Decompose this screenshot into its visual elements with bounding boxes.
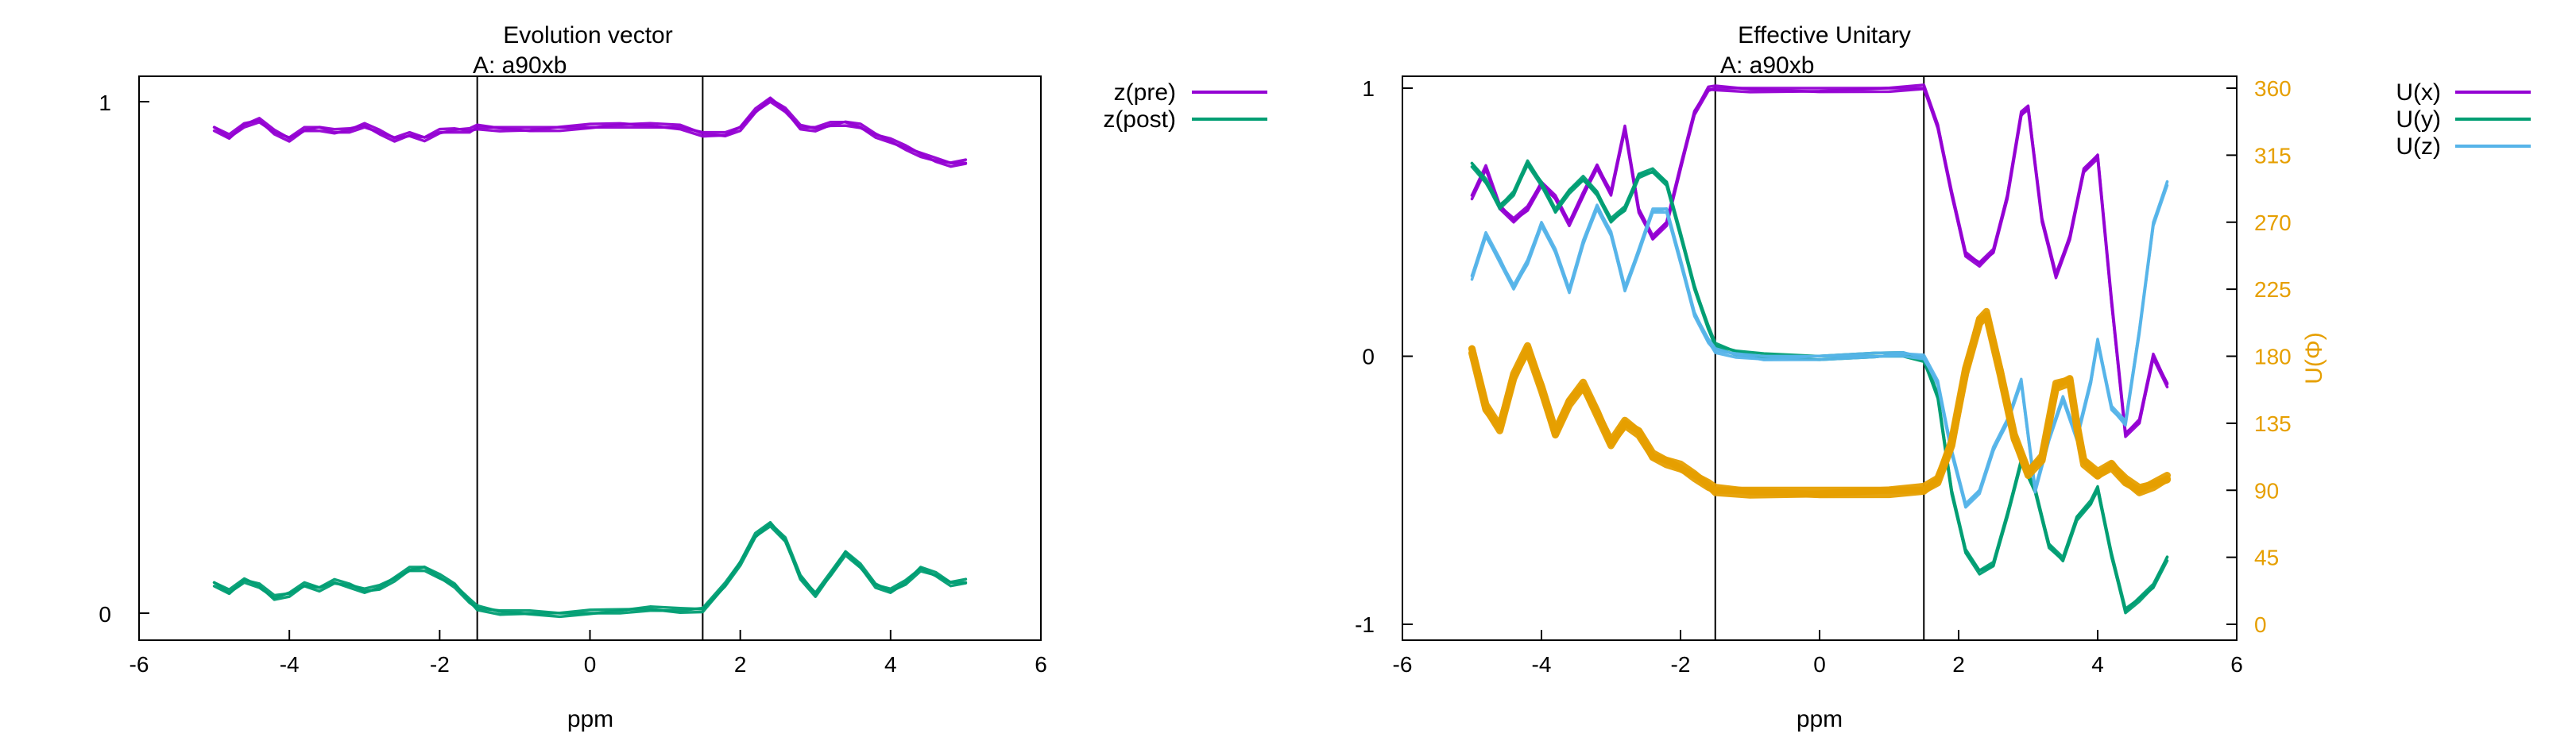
y-axis-right: 0 45 90 135 180 225 270 315 360 (2226, 76, 2292, 637)
series-line-zpost (212, 520, 968, 616)
series-line-zpost (212, 524, 968, 615)
x-axis-label: ppm (567, 706, 613, 732)
x-tick-label: -6 (130, 652, 149, 677)
effective-unitary-chart: Effective Unitary A: a90xb -1 0 1 0 45 90 135… (1355, 22, 2531, 732)
legend-label-z-post: z(post) (1103, 106, 1176, 133)
chart-title: Evolution vector (503, 22, 672, 48)
y2-tick-label: 45 (2254, 546, 2279, 570)
legend-label-z-pre: z(pre) (1114, 79, 1176, 106)
x-axis-label: ppm (1797, 706, 1843, 732)
y-axis: 1 0 (99, 91, 149, 627)
x-tick-label: -2 (1671, 652, 1691, 677)
chart-subtitle: A: a90xb (473, 52, 567, 79)
x-tick-label: -6 (1393, 652, 1413, 677)
y-tick-label: 1 (99, 91, 111, 115)
legend-label-ux: U(x) (2396, 79, 2441, 106)
series-line-zpost (212, 522, 968, 619)
y2-tick-label: 180 (2254, 345, 2292, 369)
series-line-uz (1470, 183, 2169, 509)
x-tick-label: 2 (734, 652, 747, 677)
x-tick-label: 6 (2230, 652, 2243, 677)
y-tick-label: 0 (99, 602, 111, 627)
y2-tick-label: 270 (2254, 210, 2292, 235)
legend-label-uz: U(z) (2396, 133, 2441, 160)
legend-label-uy: U(y) (2396, 106, 2441, 133)
y2-tick-label: 360 (2254, 76, 2292, 101)
series-line-u (1468, 312, 2171, 499)
series-line-u (1468, 311, 2171, 499)
x-tick-label: 2 (1952, 652, 1965, 677)
chart-subtitle: A: a90xb (1720, 52, 1814, 79)
legend: U(x) U(y) U(z) (2396, 79, 2531, 160)
region-markers (476, 76, 704, 640)
y2-tick-label: 135 (2254, 411, 2292, 436)
y-axis-left: -1 0 1 (1355, 76, 1413, 637)
y2-tick-label: 90 (2254, 478, 2279, 503)
x-axis: -6 -4 -2 0 2 4 6 (1393, 630, 2243, 677)
chart-title: Effective Unitary (1738, 22, 1911, 48)
x-tick-label: 6 (1035, 652, 1047, 677)
y2-axis-label: U(Φ) (2301, 332, 2327, 384)
x-tick-label: -4 (1532, 652, 1552, 677)
x-axis: -6 -4 -2 0 2 4 6 (130, 630, 1047, 677)
legend: z(pre) z(post) (1103, 79, 1267, 133)
y2-tick-label: 315 (2254, 143, 2292, 168)
y-tick-label: -1 (1355, 612, 1375, 637)
series-group (1468, 83, 2171, 615)
y2-tick-label: 225 (2254, 277, 2292, 302)
series-line-zpre (212, 97, 968, 168)
series-line-uz (1470, 180, 2169, 505)
x-tick-label: 0 (584, 652, 597, 677)
series-line-uz (1470, 180, 2169, 508)
y2-tick-label: 0 (2254, 612, 2267, 637)
x-tick-label: 4 (2091, 652, 2104, 677)
series-group (212, 96, 968, 619)
x-tick-label: -2 (430, 652, 450, 677)
x-tick-label: 4 (884, 652, 897, 677)
x-tick-label: -4 (280, 652, 300, 677)
plot-frame (138, 75, 1042, 641)
y-tick-label: 0 (1362, 345, 1375, 369)
y-tick-label: 1 (1362, 76, 1375, 101)
evolution-vector-chart: Evolution vector A: a90xb 1 0 -6 -4 -2 0 2 4 6… (99, 22, 1267, 732)
series-line-ux (1470, 84, 2169, 436)
x-tick-label: 0 (1813, 652, 1826, 677)
